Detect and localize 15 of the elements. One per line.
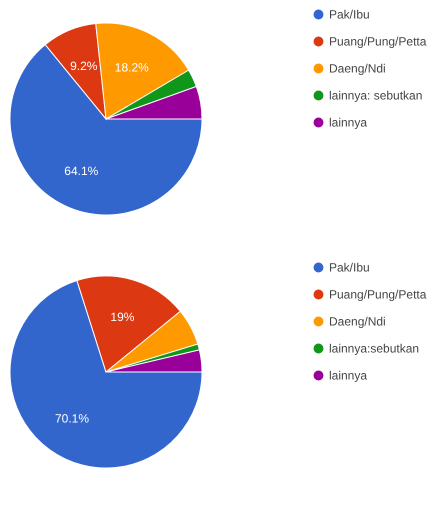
legend-label: lainnya (329, 368, 368, 382)
data-label: 18.2% (114, 60, 150, 75)
legend-label: lainnya (329, 116, 368, 130)
legend-label: lainnya:sebutkan (329, 342, 420, 356)
legend-label: Pak/Ibu (329, 8, 370, 22)
legend-label: Puang/Pung/Petta (329, 34, 427, 48)
legend-label: Pak/Ibu (329, 260, 370, 274)
legend-label: Daeng/Ndi (329, 62, 386, 76)
legend-label: lainnya: sebutkan (329, 88, 422, 102)
data-label: 19% (110, 310, 135, 324)
legend-label: Daeng/Ndi (329, 314, 386, 328)
data-label: 64.1% (64, 164, 99, 178)
data-label: 70.1% (54, 411, 90, 426)
data-label: 9.2% (70, 58, 98, 73)
legend-label: Puang/Pung/Petta (329, 288, 427, 302)
